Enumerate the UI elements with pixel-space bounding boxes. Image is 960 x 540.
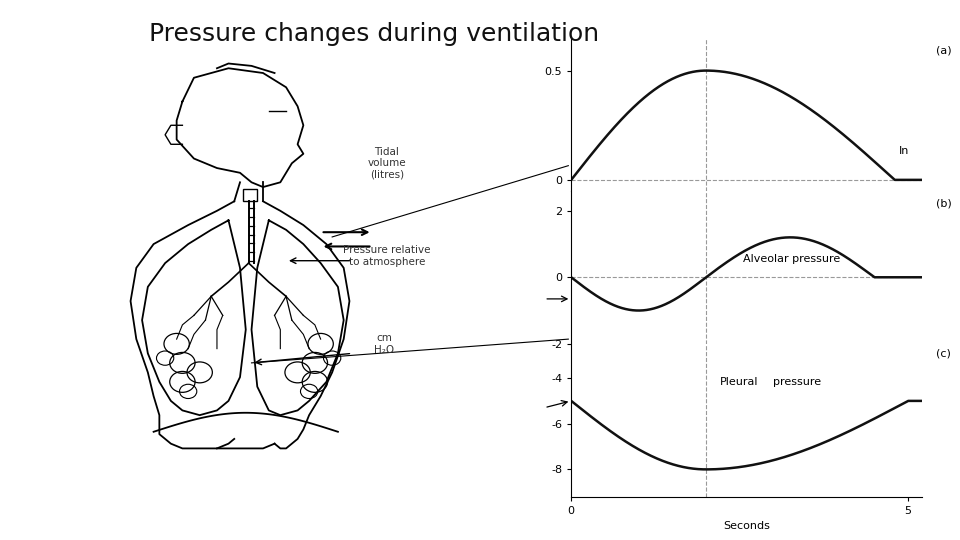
- Text: Tidal
volume
(litres): Tidal volume (litres): [368, 147, 406, 180]
- Bar: [243, 190, 257, 201]
- Text: (a): (a): [936, 45, 951, 56]
- Text: Pressure relative
to atmosphere: Pressure relative to atmosphere: [343, 245, 431, 267]
- Text: Pressure changes during ventilation: Pressure changes during ventilation: [149, 22, 599, 45]
- Text: Alveolar pressure: Alveolar pressure: [743, 254, 840, 264]
- Text: pressure: pressure: [774, 377, 822, 387]
- Text: Pleural: Pleural: [719, 377, 758, 387]
- X-axis label: Seconds: Seconds: [723, 522, 770, 531]
- Text: (b): (b): [936, 198, 951, 208]
- Text: In: In: [899, 146, 909, 156]
- Text: (c): (c): [936, 348, 950, 359]
- Text: cm
H₂O: cm H₂O: [374, 333, 394, 355]
